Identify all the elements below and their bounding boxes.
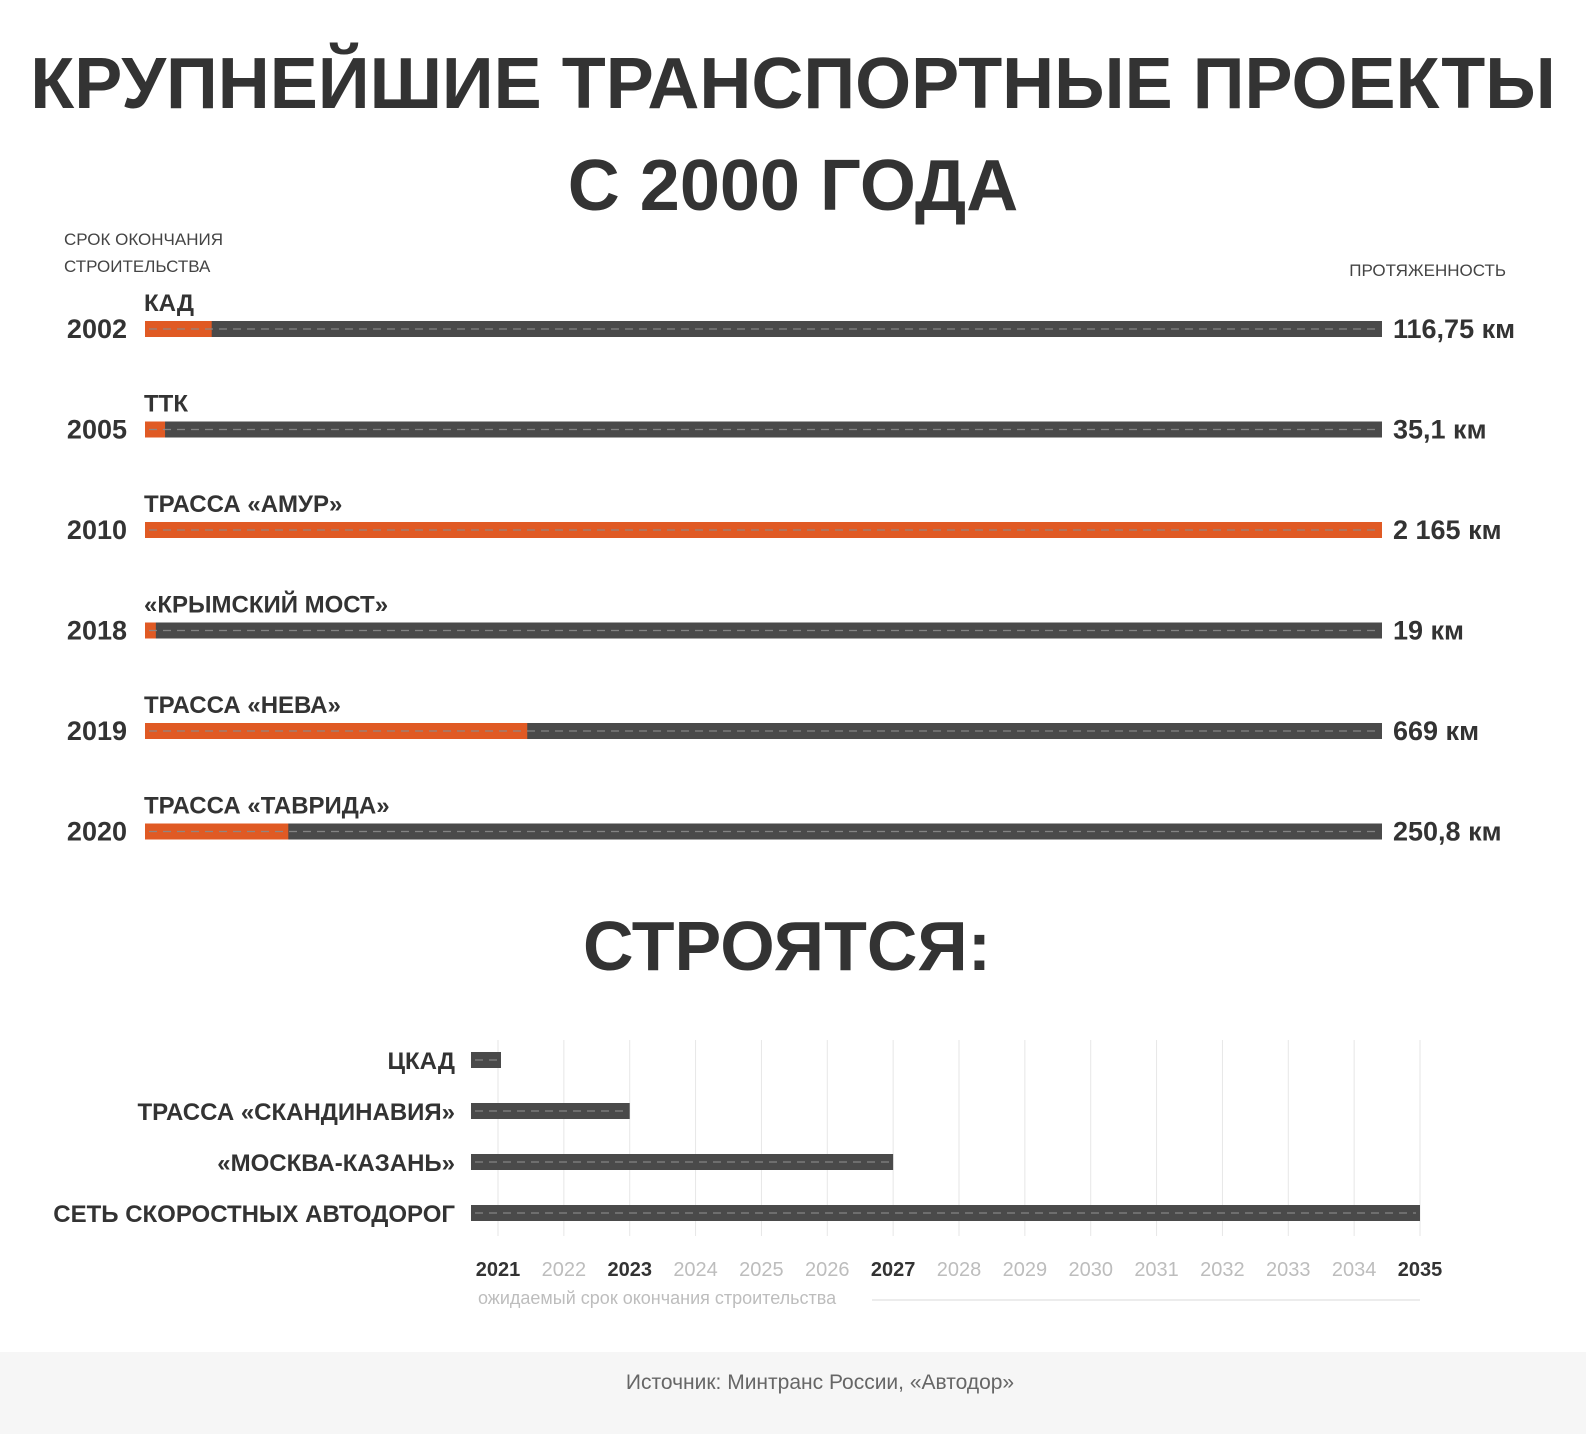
timeline-bar [471, 1154, 894, 1170]
timeline-bar [471, 1052, 501, 1068]
project-name: СЕТЬ СКОРОСТНЫХ АВТОДОРОГ [53, 1201, 455, 1228]
x-tick-label: 2030 [1068, 1259, 1113, 1281]
source-note: Источник: Минтранс России, «Автодор» [626, 1371, 1014, 1394]
x-tick-label: 2032 [1200, 1259, 1245, 1281]
road-bar-background [145, 421, 1382, 438]
length-label: 250,8 км [1393, 817, 1502, 847]
x-tick-label: 2034 [1332, 1259, 1377, 1281]
project-name: ЦКАД [388, 1048, 456, 1075]
project-row: ТРАССА «НЕВА» 2019 669 км [67, 692, 1479, 746]
construction-row: СЕТЬ СКОРОСТНЫХ АВТОДОРОГ [53, 1201, 1420, 1228]
completion-year: 2019 [67, 716, 127, 746]
completed-projects-chart: КАД 2002 116,75 км ТТК 2005 35,1 км ТРАССА «АМ… [67, 290, 1515, 847]
project-name: ТРАССА «НЕВА» [144, 692, 341, 719]
x-tick-label: 2033 [1266, 1259, 1311, 1281]
x-tick-label: 2023 [607, 1259, 652, 1281]
under-construction-chart: 2021 2022 2023 2024 2025 2026 2027 2028 2029 2030… [53, 1040, 1443, 1301]
length-label: 2 165 км [1393, 515, 1502, 545]
project-name: «МОСКВА-КАЗАНЬ» [217, 1150, 455, 1177]
completion-year: 2020 [67, 817, 127, 847]
completion-year: 2018 [67, 616, 127, 646]
x-tick-label: 2024 [673, 1259, 718, 1281]
right-header: ПРОТЯЖЕННОСТЬ [1349, 261, 1506, 280]
footer-band [0, 1352, 1586, 1434]
x-tick-label: 2025 [739, 1259, 784, 1281]
x-tick-label: 2027 [871, 1259, 916, 1281]
project-row: КАД 2002 116,75 км [67, 290, 1515, 344]
project-name: ТРАССА «ТАВРИДА» [144, 793, 390, 820]
x-tick-label: 2035 [1398, 1259, 1443, 1281]
length-bar [145, 823, 289, 840]
completion-year: 2005 [67, 415, 127, 445]
project-name: ТРАССА «СКАНДИНАВИЯ» [137, 1099, 455, 1126]
left-header-line1: СРОК ОКОНЧАНИЯ [64, 230, 223, 249]
x-tick-label: 2021 [476, 1259, 521, 1281]
project-row: ТРАССА «ТАВРИДА» 2020 250,8 км [67, 793, 1502, 847]
page-title-line2: С 2000 ГОДА [568, 146, 1018, 226]
construction-row: ТРАССА «СКАНДИНАВИЯ» [137, 1099, 630, 1126]
project-row: ТТК 2005 35,1 км [67, 391, 1487, 445]
length-bar [145, 522, 1382, 538]
project-name: ТРАССА «АМУР» [144, 491, 342, 518]
completion-year: 2010 [67, 515, 127, 545]
construction-row: ЦКАД [388, 1048, 501, 1075]
timeline-bar [471, 1205, 1420, 1221]
project-name: ТТК [144, 391, 188, 418]
road-bar-background [145, 321, 1382, 337]
x-tick-label: 2028 [937, 1259, 982, 1281]
x-tick-label: 2026 [805, 1259, 850, 1281]
road-bar-background [145, 823, 1382, 840]
length-label: 669 км [1393, 716, 1479, 746]
axis-caption: ожидаемый срок окончания строительства [478, 1288, 837, 1308]
project-row: «КРЫМСКИЙ МОСТ» 2018 19 км [67, 591, 1464, 646]
length-label: 19 км [1393, 616, 1464, 646]
project-name: «КРЫМСКИЙ МОСТ» [144, 591, 388, 619]
x-tick-label: 2031 [1134, 1259, 1179, 1281]
construction-row: «МОСКВА-КАЗАНЬ» [217, 1150, 894, 1177]
length-label: 116,75 км [1393, 314, 1515, 344]
left-header-line2: СТРОИТЕЛЬСТВА [64, 257, 211, 276]
project-row: ТРАССА «АМУР» 2010 2 165 км [67, 491, 1502, 545]
section-title-under-construction: СТРОЯТСЯ: [583, 907, 991, 985]
project-name: КАД [144, 290, 194, 317]
completion-year: 2002 [67, 314, 127, 344]
x-tick-label: 2029 [1003, 1259, 1048, 1281]
length-label: 35,1 км [1393, 415, 1487, 445]
page-title-line1: КРУПНЕЙШИЕ ТРАНСПОРТНЫЕ ПРОЕКТЫ [30, 42, 1556, 124]
road-bar-background [145, 622, 1382, 639]
x-tick-label: 2022 [542, 1259, 587, 1281]
